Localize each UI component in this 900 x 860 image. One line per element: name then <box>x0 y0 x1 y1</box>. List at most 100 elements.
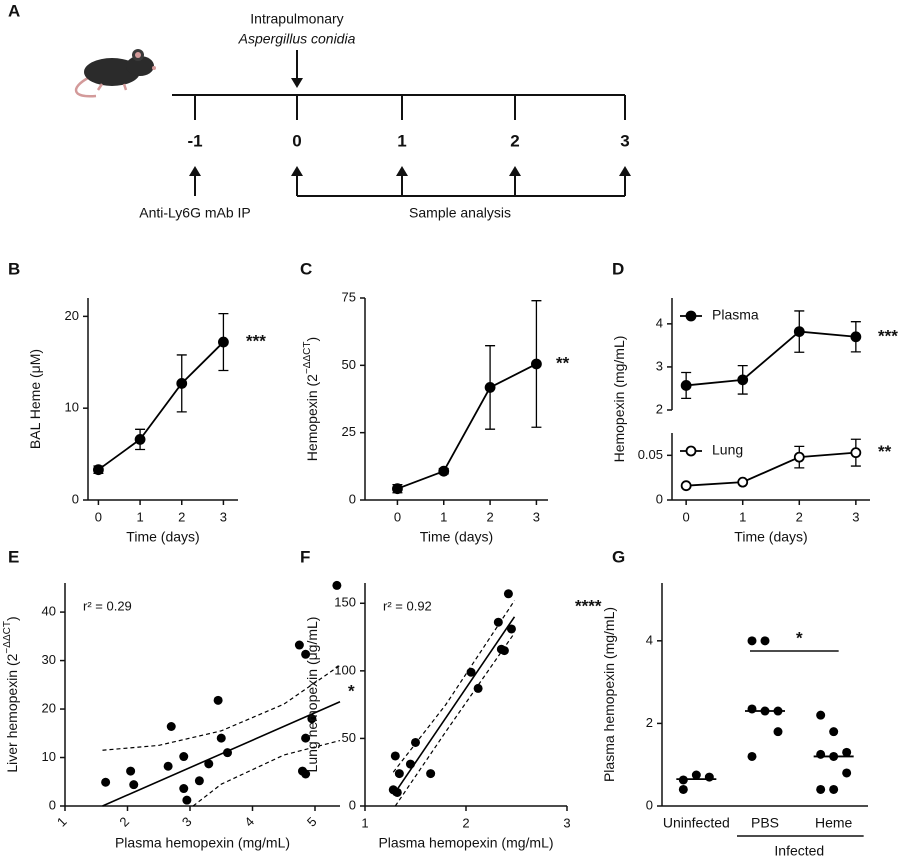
arrow-head <box>509 166 521 176</box>
point <box>704 772 714 782</box>
y-tick-label: 50 <box>342 730 356 745</box>
y-tick-label: 0 <box>349 491 356 506</box>
chart: C 0 25 50 75 Hemopexin (2−ΔΔCT) 0 1 2 3 Time (days… <box>300 259 570 544</box>
x-tick-label: 1 <box>361 815 368 830</box>
category-label: PBS <box>751 815 779 831</box>
ci-band <box>394 632 515 807</box>
label-part: Liver hemopexin (2 <box>4 653 20 772</box>
y-tick-label: 100 <box>334 662 356 677</box>
point <box>816 784 826 794</box>
point <box>392 787 402 797</box>
point <box>101 777 111 787</box>
point <box>426 769 436 779</box>
label-part: BAL Heme (μM) <box>27 349 43 449</box>
point <box>816 710 826 720</box>
point <box>216 733 226 743</box>
y-tick-label: 20 <box>42 700 56 715</box>
x-tick-label: 4 <box>241 814 257 830</box>
arrow-head <box>396 166 408 176</box>
mouse-icon <box>75 49 156 98</box>
arrow-head <box>189 166 201 176</box>
chart: D 2 3 4 Hemopexin (mg/mL) Plasma *** <box>611 259 899 462</box>
annotation: *** <box>878 326 898 345</box>
ci-band <box>392 600 515 773</box>
point <box>678 784 688 794</box>
bottom-label: Sample analysis <box>409 205 511 221</box>
chart: F 0 50 100 150 Lung hemopexin (μg/mL) 1 2 3 Plasm… <box>300 547 602 850</box>
y-tick-label: 10 <box>42 749 56 764</box>
label-part: −ΔΔCT <box>302 341 313 374</box>
point <box>842 768 852 778</box>
point <box>737 374 749 386</box>
point <box>223 748 232 758</box>
label-part: Lung hemopexin (μg/mL) <box>304 617 320 773</box>
chart: 0 0.05 0 1 2 3 Time (days) Lung ** <box>638 433 892 545</box>
point <box>218 336 229 348</box>
x-tick-label: 2 <box>462 815 469 830</box>
point <box>850 447 862 459</box>
line <box>686 451 856 487</box>
annotation: ** <box>878 442 892 461</box>
x-tick-label: 1 <box>54 814 70 830</box>
annotation: **** <box>575 596 602 615</box>
y-tick-label: 0 <box>646 797 653 812</box>
panel-letter: G <box>612 547 625 566</box>
point <box>842 747 852 757</box>
point <box>126 766 136 776</box>
y-tick-label: 25 <box>342 424 356 439</box>
point <box>301 733 311 743</box>
category-label: Heme <box>815 815 853 831</box>
point <box>850 331 862 343</box>
axis-label: Hemopexin (2−ΔΔCT) <box>302 337 320 461</box>
bottom-label: Anti-Ly6G mAb IP <box>139 205 251 221</box>
point <box>466 667 476 677</box>
r2-label: r² = 0.92 <box>383 598 432 613</box>
point <box>829 784 839 794</box>
ci-band <box>102 664 341 751</box>
y-tick-label: 4 <box>656 315 663 330</box>
point <box>531 358 542 370</box>
arrow-head <box>619 166 631 176</box>
y-tick-label: 3 <box>656 358 663 373</box>
point <box>163 761 173 771</box>
chart: B 0 10 20 BAL Heme (μM) 0 1 2 3 Time (days) *** <box>8 259 266 544</box>
category-label: Uninfected <box>663 815 730 831</box>
annotation: ** <box>556 353 570 372</box>
point <box>411 737 420 747</box>
x-tick-label: 1 <box>739 509 746 524</box>
point <box>176 377 188 389</box>
x-tick-label: 3 <box>220 509 227 524</box>
y-tick-label: 150 <box>334 595 356 610</box>
point <box>134 433 146 445</box>
legend-marker <box>685 310 697 322</box>
axis-label: BAL Heme (μM) <box>27 349 43 449</box>
x-tick-label: 0 <box>683 509 690 524</box>
time-point: 3 <box>620 131 629 150</box>
label-part: Plasma hemopexin (mg/mL) <box>601 607 617 782</box>
point <box>129 780 139 790</box>
x-tick-label: 2 <box>486 509 493 524</box>
panel-letter: E <box>8 547 19 566</box>
x-tick-label: 1 <box>136 509 143 524</box>
x-axis-label: Time (days) <box>420 529 493 545</box>
panel-letter: B <box>8 259 20 278</box>
annotation: * <box>796 628 803 647</box>
x-axis-label: Plasma hemopexin (mg/mL) <box>378 835 553 851</box>
point <box>392 483 403 495</box>
axis-label: Lung hemopexin (μg/mL) <box>304 617 320 773</box>
point <box>473 683 483 693</box>
point <box>760 636 770 646</box>
fit-line <box>102 701 341 807</box>
point <box>499 646 509 656</box>
axis-label: Liver hemopexin (2−ΔΔCT) <box>2 616 20 772</box>
point <box>793 326 805 338</box>
y-tick-label: 0 <box>349 797 356 812</box>
panel-letter: A <box>8 1 20 20</box>
time-point: 2 <box>510 131 519 150</box>
arrow-head <box>291 78 303 88</box>
legend-marker <box>685 445 697 457</box>
x-tick-label: 3 <box>563 815 570 830</box>
legend-label: Plasma <box>712 307 759 323</box>
line <box>397 363 537 490</box>
